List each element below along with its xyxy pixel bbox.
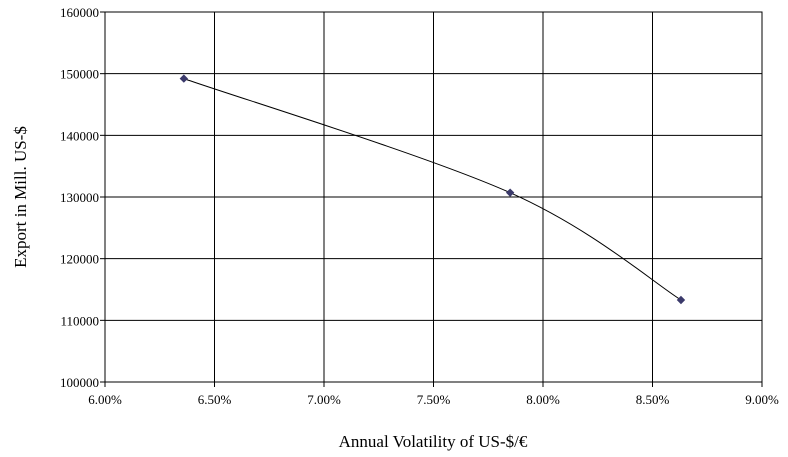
x-axis-title: Annual Volatility of US-$/€ <box>339 432 528 451</box>
x-tick-label: 6.50% <box>198 392 232 407</box>
grid-layer <box>104 11 763 383</box>
x-tick-labels: 6.00% 6.50% 7.00% 7.50% 8.00% 8.50% 9.00% <box>88 382 779 407</box>
x-tick-label: 8.00% <box>526 392 560 407</box>
y-tick-labels: 100000 110000 120000 130000 140000 150000 1600… <box>60 5 105 390</box>
y-tick-label: 120000 <box>60 252 99 267</box>
data-point-marker <box>179 74 189 83</box>
x-tick-label: 9.00% <box>745 392 779 407</box>
y-axis-title: Export in Mill. US-$ <box>11 126 30 268</box>
y-tick-label: 160000 <box>60 5 99 20</box>
y-tick-label: 100000 <box>60 375 99 390</box>
y-tick-label: 130000 <box>60 190 99 205</box>
y-tick-label: 110000 <box>60 313 99 328</box>
x-tick-label: 7.00% <box>307 392 341 407</box>
x-tick-label: 6.00% <box>88 392 122 407</box>
y-tick-label: 150000 <box>60 67 99 82</box>
y-tick-label: 140000 <box>60 128 99 143</box>
data-point-marker <box>505 188 515 197</box>
series-layer <box>179 74 686 305</box>
data-point-marker <box>676 295 686 305</box>
series-line <box>183 78 682 301</box>
x-tick-label: 8.50% <box>636 392 670 407</box>
x-tick-label: 7.50% <box>417 392 451 407</box>
